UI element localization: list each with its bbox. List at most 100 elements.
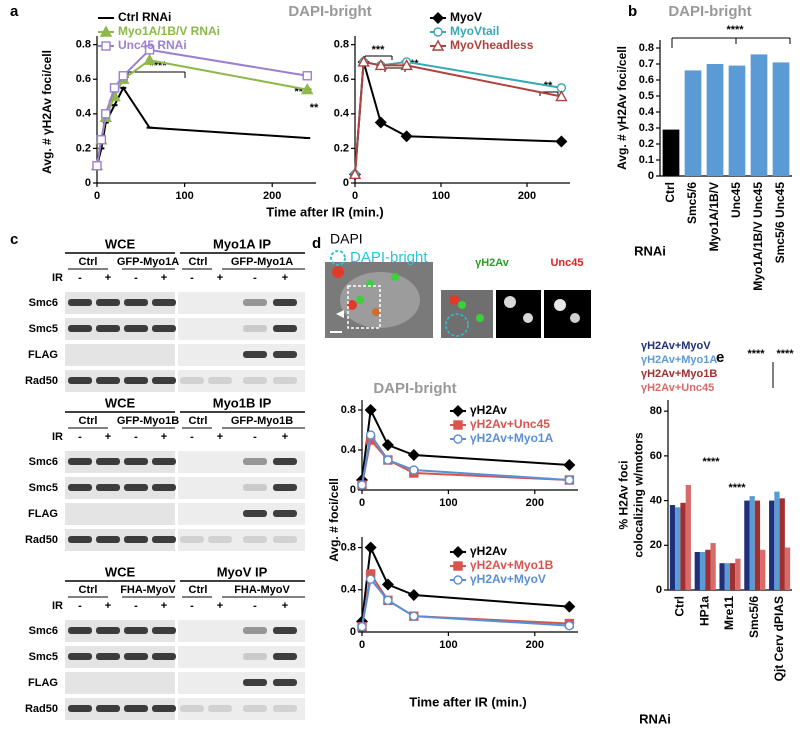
blot-strip — [178, 477, 305, 499]
legend-label: Unc45 RNAi — [118, 38, 187, 52]
marker — [357, 622, 367, 632]
y-tick-label: 0 — [350, 626, 356, 638]
band — [273, 705, 297, 712]
marker — [563, 600, 576, 613]
y-tick-label: 0.8 — [639, 42, 654, 54]
bar — [749, 496, 755, 590]
band — [243, 377, 267, 384]
blot-strip — [178, 318, 305, 340]
series-line — [96, 48, 308, 166]
marker — [407, 449, 420, 461]
y-tick-label: 0.4 — [334, 108, 350, 120]
lane-group: Ctrl — [189, 256, 208, 268]
band — [68, 705, 92, 712]
marker — [409, 465, 419, 475]
marker — [92, 161, 102, 171]
band — [243, 679, 267, 686]
series-line — [354, 60, 562, 175]
chart-title: DAPI-bright — [373, 380, 456, 397]
chart-title: DAPI-bright — [668, 3, 751, 20]
row-label: Smc5 — [29, 651, 58, 663]
marker — [453, 561, 463, 571]
marker — [564, 620, 575, 631]
row-label: FLAG — [28, 349, 58, 361]
band — [243, 458, 267, 465]
lane-group: Ctrl — [79, 584, 98, 596]
marker — [383, 455, 393, 465]
legend-label: γH2Av+MyoV — [641, 340, 711, 352]
legend-label: Ctrl RNAi — [118, 10, 171, 24]
blot-header: WCE — [105, 236, 136, 251]
band — [68, 536, 92, 543]
zoom-unc45 — [544, 290, 591, 338]
spot — [476, 314, 484, 322]
band — [180, 377, 204, 384]
band — [243, 484, 267, 491]
band — [96, 705, 120, 712]
panel-label: e — [716, 349, 724, 366]
marker — [407, 589, 420, 602]
ir-sign: - — [134, 272, 138, 284]
lane-group: GFP-Myo1A — [231, 256, 293, 268]
band — [96, 377, 120, 384]
x-tick-label: Unc45 — [729, 182, 743, 218]
bar — [744, 500, 750, 590]
bar — [685, 484, 691, 590]
spot — [523, 313, 533, 323]
lane-group: GFP-Myo1B — [231, 415, 293, 427]
y-tick-label: 0 — [648, 170, 654, 182]
x-tick-label: HP1a — [697, 596, 711, 626]
channel-label: γH2Av — [475, 257, 510, 269]
band — [243, 325, 267, 332]
bar — [710, 543, 716, 590]
x-tick-label: 0 — [94, 190, 100, 202]
ir-sign: + — [217, 272, 223, 284]
ir-sign: + — [282, 600, 288, 612]
x-tick-label: Smc5/6 — [747, 596, 761, 638]
legend-label: MyoV — [450, 10, 482, 24]
spot — [449, 295, 459, 305]
x-tick-label: 200 — [526, 497, 544, 509]
annotation: ** — [310, 102, 319, 114]
x-tick-label: 0 — [352, 190, 358, 202]
y-tick-label: 0.5 — [639, 90, 654, 102]
panel-label: c — [10, 231, 18, 248]
marker — [365, 430, 376, 440]
y-tick-label: 60 — [650, 450, 662, 462]
legend-label: γH2Av+Myo1A — [470, 431, 554, 445]
panel-label: d — [312, 235, 321, 252]
band — [68, 299, 92, 306]
blot-header: WCE — [105, 395, 136, 410]
y-tick-label: 0.4 — [341, 584, 357, 596]
x-tick-label: 100 — [439, 497, 457, 509]
ir-label: IR — [52, 600, 63, 612]
x-tick-label: 100 — [439, 639, 457, 651]
marker — [452, 546, 464, 558]
band — [208, 377, 232, 384]
band — [96, 627, 120, 634]
x-tick-label: 0 — [359, 497, 365, 509]
y-tick-label: 0.8 — [334, 39, 349, 51]
annotation: **** — [747, 348, 765, 360]
marker — [364, 404, 377, 416]
marker — [453, 575, 463, 585]
blot-strip — [178, 503, 305, 525]
bar — [735, 558, 741, 590]
y-tick-label: 40 — [650, 494, 662, 506]
micrograph: DAPI DAPI-bright γH2Av Unc45 — [325, 231, 591, 338]
legend-label: γH2Av+Myo1A — [641, 354, 717, 366]
x-tick-label: Smc5/6 — [685, 182, 699, 224]
legend-label: MyoVtail — [450, 24, 499, 38]
band — [68, 377, 92, 384]
x-tick-label: 200 — [526, 639, 544, 651]
band — [273, 299, 297, 306]
band — [124, 705, 148, 712]
marker — [431, 39, 445, 51]
blot-strip — [178, 344, 305, 366]
band — [180, 705, 204, 712]
bar — [730, 563, 736, 590]
spot — [391, 273, 399, 281]
series-line — [96, 85, 308, 166]
spot — [356, 296, 364, 304]
band — [243, 653, 267, 660]
